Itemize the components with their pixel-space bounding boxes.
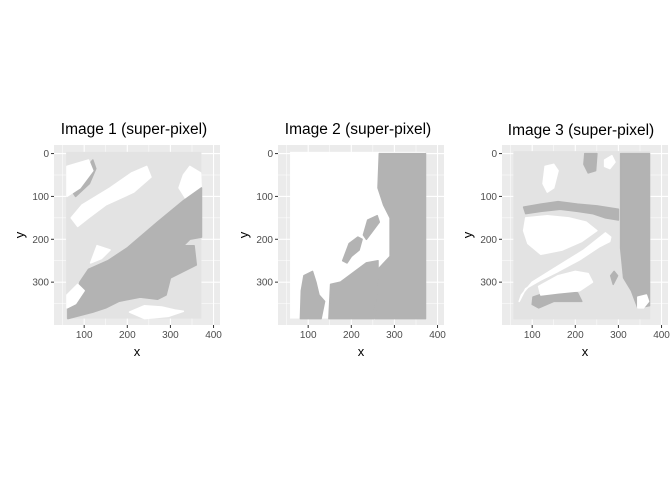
region-gray [299, 270, 326, 320]
x-tick-label: 300 [162, 330, 179, 341]
y-tick-label: 100 [32, 192, 49, 203]
x-tick-label: 100 [76, 330, 93, 341]
region-gray [583, 152, 598, 174]
y-tick-label: 100 [256, 192, 273, 203]
y-tick-label: 0 [491, 149, 497, 160]
region-white [542, 163, 559, 193]
panel-1: 100 200 300 400 0 100 200 300 x y Image 1 (super-p… [12, 121, 222, 359]
x-axis-label: x [358, 344, 365, 359]
x-tick-label: 400 [429, 330, 446, 341]
y-tick-label: 200 [32, 235, 49, 246]
y-tick-label: 300 [480, 278, 497, 289]
region-white [128, 304, 185, 320]
panel-title: Image 1 (super-pixel) [61, 121, 207, 138]
y-axis-label: y [236, 231, 251, 238]
y-tick-label: 0 [267, 149, 273, 160]
x-tick-label: 300 [610, 330, 627, 341]
panel-title: Image 3 (super-pixel) [508, 122, 654, 139]
x-tick-label: 400 [205, 330, 222, 341]
panel-2: 100 200 300 400 0 100 200 300 x y Image 2 (super-p… [236, 121, 446, 359]
region-white [522, 214, 598, 256]
x-axis-label: x [582, 344, 589, 359]
y-tick-label: 300 [32, 278, 49, 289]
region-gray [374, 152, 427, 320]
region-gray [362, 214, 381, 241]
panel-title: Image 2 (super-pixel) [285, 121, 431, 138]
y-axis-label: y [12, 231, 27, 238]
x-tick-label: 100 [524, 330, 541, 341]
y-tick-label: 300 [256, 278, 273, 289]
x-axis-label: x [134, 344, 141, 359]
y-tick-label: 200 [480, 235, 497, 246]
x-tick-label: 400 [653, 330, 670, 341]
y-tick-label: 200 [256, 235, 273, 246]
x-tick-label: 300 [386, 330, 403, 341]
y-tick-label: 100 [480, 192, 497, 203]
region-white [66, 159, 94, 198]
x-tick-label: 200 [343, 330, 360, 341]
y-axis-label: y [460, 231, 475, 238]
region-gray [328, 259, 379, 320]
region-white [70, 165, 152, 228]
x-tick-label: 200 [119, 330, 136, 341]
region-white [537, 270, 594, 296]
region-gray [67, 187, 203, 320]
x-tick-label: 200 [567, 330, 584, 341]
region-white [603, 154, 616, 170]
region-gray [609, 270, 619, 286]
region-gray [522, 200, 620, 221]
panel-3: 100 200 300 400 0 100 200 300 x y Image 3 (super-p… [460, 122, 670, 359]
region-white [637, 294, 650, 309]
region-gray [619, 152, 651, 309]
region-white [89, 244, 111, 264]
region-gray [341, 236, 363, 264]
region-white [66, 283, 85, 309]
y-tick-label: 0 [43, 149, 49, 160]
x-tick-label: 100 [300, 330, 317, 341]
region-white [518, 232, 612, 303]
